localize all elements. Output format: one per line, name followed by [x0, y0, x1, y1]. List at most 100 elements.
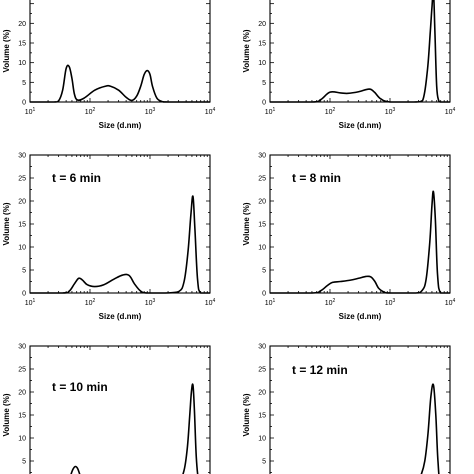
- x-tick-label-base: 10: [445, 300, 453, 307]
- y-tick-label: 20: [258, 21, 266, 28]
- panel-title: t = 12 min: [292, 363, 348, 377]
- x-tick-label: 101: [25, 107, 36, 116]
- y-tick-label: 20: [18, 390, 26, 397]
- x-tick-label-exponent: 4: [453, 107, 456, 113]
- y-tick-label: 25: [18, 176, 26, 183]
- panel-title: t = 10 min: [52, 380, 108, 394]
- x-tick-label: 103: [385, 298, 396, 307]
- x-tick-label: 104: [445, 107, 456, 116]
- y-tick-label: 0: [22, 291, 26, 298]
- x-tick-label: 104: [205, 298, 216, 307]
- x-tick-label: 102: [85, 298, 96, 307]
- y-tick-label: 20: [258, 199, 266, 206]
- y-tick-label: 15: [18, 222, 26, 229]
- y-axis-label: Volume (%): [242, 393, 251, 436]
- x-axis-label: Size (d.nm): [339, 121, 382, 130]
- x-tick-label: 101: [265, 298, 276, 307]
- y-axis-label: Volume (%): [2, 393, 11, 436]
- y-axis-label: Volume (%): [2, 29, 11, 72]
- x-tick-label-base: 10: [385, 109, 393, 116]
- y-tick-label: 30: [18, 344, 26, 351]
- series-line-1: [420, 383, 440, 474]
- x-tick-label-exponent: 4: [453, 298, 456, 304]
- y-tick-label: 20: [258, 390, 266, 397]
- y-tick-label: 10: [258, 436, 266, 443]
- x-tick-label-exponent: 2: [93, 107, 96, 113]
- y-tick-label: 25: [258, 176, 266, 183]
- x-tick-label-base: 10: [325, 300, 333, 307]
- x-tick-label: 103: [145, 298, 156, 307]
- y-tick-label: 10: [18, 245, 26, 252]
- x-tick-label: 102: [85, 107, 96, 116]
- x-tick-label: 102: [325, 107, 336, 116]
- y-tick-label: 5: [22, 459, 26, 466]
- x-tick-label-base: 10: [265, 300, 273, 307]
- y-tick-label: 25: [18, 367, 26, 374]
- x-tick-label-base: 10: [85, 109, 93, 116]
- y-tick-label: 5: [262, 268, 266, 275]
- series-line-1: [70, 383, 199, 474]
- y-tick-label: 5: [22, 268, 26, 275]
- x-axis-label: Size (d.nm): [339, 312, 382, 321]
- x-tick-label: 104: [445, 298, 456, 307]
- x-tick-label-base: 10: [145, 300, 153, 307]
- x-tick-label-exponent: 1: [33, 298, 36, 304]
- y-tick-label: 25: [258, 367, 266, 374]
- y-tick-label: 30: [18, 153, 26, 160]
- series-line-1: [269, 190, 450, 294]
- x-tick-label: 104: [205, 107, 216, 116]
- x-tick-label-base: 10: [205, 109, 213, 116]
- y-tick-label: 20: [18, 21, 26, 28]
- y-tick-label: 10: [18, 60, 26, 67]
- x-tick-label-base: 10: [265, 109, 273, 116]
- x-tick-label: 103: [385, 107, 396, 116]
- x-tick-label-base: 10: [25, 300, 33, 307]
- x-tick-label-exponent: 1: [33, 107, 36, 113]
- y-tick-label: 5: [22, 80, 26, 87]
- y-tick-label: 10: [258, 60, 266, 67]
- x-tick-label-exponent: 2: [333, 107, 336, 113]
- panel-title: t = 6 min: [52, 171, 101, 185]
- series-line-1: [30, 64, 210, 103]
- y-tick-label: 15: [18, 41, 26, 48]
- x-tick-label-exponent: 1: [273, 107, 276, 113]
- y-tick-label: 5: [262, 459, 266, 466]
- x-tick-label-base: 10: [25, 109, 33, 116]
- x-tick-label-base: 10: [85, 300, 93, 307]
- x-tick-label-exponent: 3: [153, 107, 156, 113]
- y-tick-label: 30: [258, 344, 266, 351]
- x-tick-label-exponent: 3: [153, 298, 156, 304]
- x-axis-label: Size (d.nm): [99, 312, 142, 321]
- y-tick-label: 20: [18, 199, 26, 206]
- x-tick-label: 102: [325, 298, 336, 307]
- y-tick-label: 30: [258, 153, 266, 160]
- x-tick-label-exponent: 4: [213, 298, 216, 304]
- x-tick-label: 101: [25, 298, 36, 307]
- panel-title: t = 8 min: [292, 171, 341, 185]
- y-axis-label: Volume (%): [242, 29, 251, 72]
- y-tick-label: 5: [262, 80, 266, 87]
- chart-panel-6: 051015202530Volume (%)t = 12 min: [242, 344, 451, 474]
- series-line-1: [270, 0, 450, 103]
- x-axis-label: Size (d.nm): [99, 121, 142, 130]
- plot-frame: [29, 0, 211, 103]
- y-axis-label: Volume (%): [242, 202, 251, 245]
- y-tick-label: 0: [262, 100, 266, 107]
- y-axis-label: Volume (%): [2, 202, 11, 245]
- x-tick-label-base: 10: [385, 300, 393, 307]
- chart-panel-5: 051015202530Volume (%)t = 10 min: [2, 344, 211, 474]
- x-tick-label-exponent: 4: [213, 107, 216, 113]
- y-tick-label: 15: [258, 413, 266, 420]
- y-tick-label: 10: [258, 245, 266, 252]
- x-tick-label-exponent: 3: [393, 107, 396, 113]
- x-tick-label-base: 10: [145, 109, 153, 116]
- x-tick-label-exponent: 1: [273, 298, 276, 304]
- y-tick-label: 15: [258, 222, 266, 229]
- x-tick-label-exponent: 2: [93, 298, 96, 304]
- y-tick-label: 0: [262, 291, 266, 298]
